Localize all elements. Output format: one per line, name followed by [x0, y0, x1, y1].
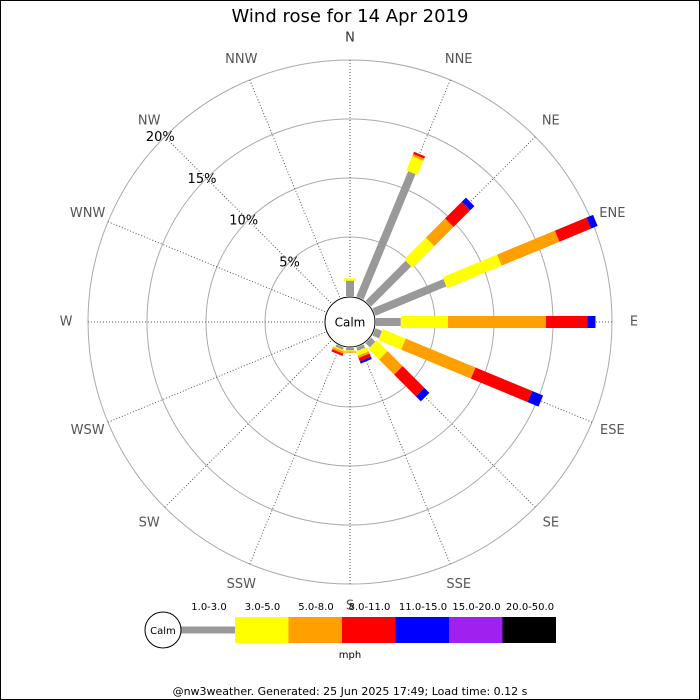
- calm-label: Calm: [335, 316, 366, 330]
- legend-label: 8.0-11.0: [349, 602, 391, 613]
- legend-swatch: [502, 617, 556, 643]
- bar-segment: [372, 279, 447, 316]
- direction-label: SE: [543, 515, 559, 530]
- bar-segment: [346, 280, 354, 296]
- bar-segment: [335, 344, 344, 350]
- legend-label: 1.0-3.0: [191, 602, 226, 613]
- direction-label: ESE: [600, 423, 625, 438]
- bar-segment: [442, 254, 502, 289]
- direction-label: WNW: [70, 206, 106, 221]
- direction-label: W: [60, 315, 73, 330]
- legend-swatch: [288, 617, 342, 643]
- legend-label: 3.0-5.0: [245, 602, 280, 613]
- bar-segment: [413, 151, 426, 159]
- direction-label: E: [630, 315, 638, 330]
- bar-segment: [376, 318, 401, 326]
- bar-segment: [527, 390, 544, 407]
- bar-segment: [415, 387, 430, 402]
- r-tick-label: 10%: [229, 214, 258, 229]
- bar-segment: [346, 348, 354, 351]
- calm-circle: [324, 296, 376, 348]
- direction-label: ENE: [599, 206, 625, 221]
- bar-segment: [344, 350, 356, 352]
- direction-label: SSW: [227, 577, 257, 592]
- legend-calm: [144, 611, 182, 649]
- unit-label: mph: [339, 650, 361, 661]
- legend-swatch: [449, 617, 503, 643]
- legend-calm-label: Calm: [150, 626, 176, 637]
- bar-segment: [372, 328, 383, 339]
- bar-segment: [400, 316, 448, 328]
- bar-segment: [394, 366, 425, 397]
- bar-segment: [401, 338, 476, 379]
- bar-segment: [461, 197, 475, 211]
- direction-label: S: [346, 599, 354, 614]
- bar-segment: [368, 340, 388, 360]
- legend-swatch: [342, 617, 396, 643]
- bar-segment: [357, 351, 370, 359]
- direction-label: SSE: [446, 577, 471, 592]
- bar-segment: [447, 316, 546, 328]
- bar-segment: [545, 316, 588, 328]
- bar-segment: [554, 217, 592, 242]
- direction-label: NNW: [225, 52, 257, 67]
- bar-segment: [358, 353, 371, 362]
- bar-segment: [587, 316, 596, 328]
- bar-segment: [425, 218, 454, 247]
- r-tick-label: 15%: [188, 172, 217, 187]
- legend-label: 15.0-20.0: [452, 602, 500, 613]
- bar-segment: [356, 171, 416, 300]
- legend-label: 20.0-50.0: [506, 602, 554, 613]
- bar-segment: [404, 237, 435, 268]
- bar-segment: [470, 367, 533, 403]
- bar-segment: [355, 346, 369, 356]
- bar-segment: [359, 356, 372, 364]
- direction-label: NE: [542, 114, 560, 129]
- r-tick-label: 5%: [279, 255, 300, 270]
- bar-segment: [497, 230, 560, 266]
- legend-label: 11.0-15.0: [399, 602, 447, 613]
- bar-segment: [344, 278, 356, 281]
- bar-segment: [332, 346, 345, 354]
- bar-segment: [331, 349, 344, 356]
- bar-segment: [406, 156, 424, 175]
- bar-segment: [365, 260, 412, 307]
- bar-segment: [356, 344, 365, 351]
- direction-label: WSW: [71, 423, 105, 438]
- bar-segment: [586, 214, 598, 229]
- r-tick-label: 20%: [146, 130, 175, 145]
- direction-label: NW: [138, 114, 161, 129]
- bar-segment: [333, 345, 345, 352]
- legend-swatch: [235, 617, 289, 643]
- bar-segment: [445, 201, 471, 227]
- chart-title: Wind rose for 14 Apr 2019: [232, 6, 469, 27]
- bars: [331, 151, 598, 407]
- legend-swatch: [395, 617, 449, 643]
- bar-segment: [365, 337, 376, 348]
- bar-segment: [344, 351, 356, 353]
- direction-label: SW: [139, 515, 160, 530]
- direction-label: NNE: [445, 52, 473, 67]
- direction-label: N: [345, 31, 355, 46]
- footer: @nw3weather. Generated: 25 Jun 2025 17:4…: [173, 685, 528, 698]
- bar-segment: [378, 329, 406, 350]
- legend-label: 5.0-8.0: [298, 602, 333, 613]
- bar-segment: [412, 153, 425, 161]
- bar-segment: [379, 351, 403, 375]
